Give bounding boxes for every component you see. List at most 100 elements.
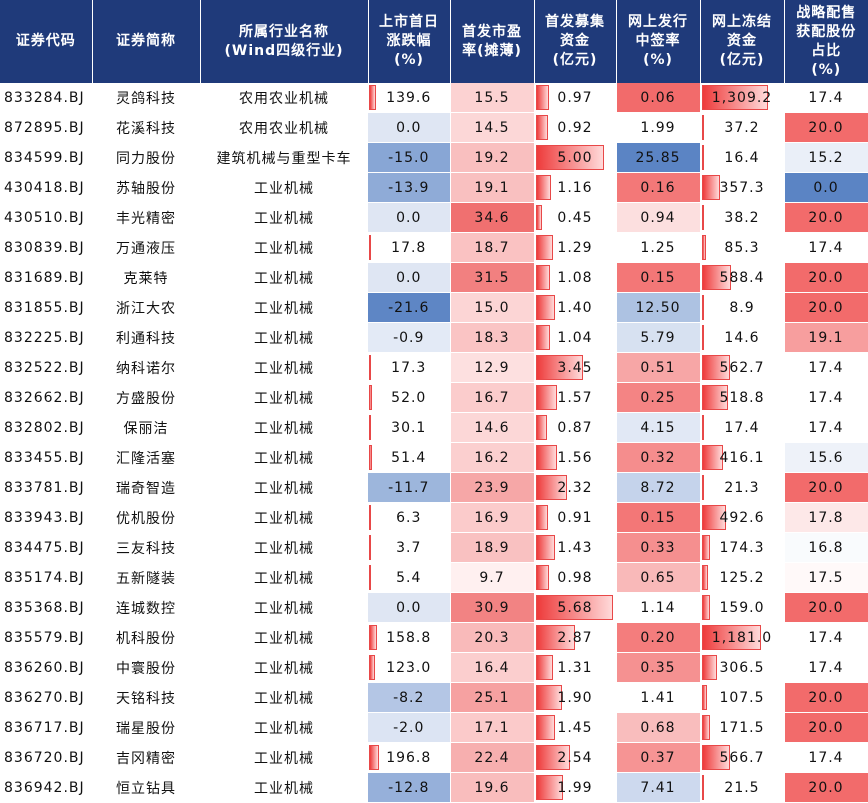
header-line: 首发市盈 (451, 23, 534, 42)
cell-win-rate-value: 0.68 (640, 720, 675, 736)
header-line: 中签率 (617, 32, 700, 51)
header-line: (亿元) (701, 51, 784, 70)
cell-win-rate: 25.85 (616, 143, 700, 173)
cell-pe-value: 19.2 (474, 150, 509, 166)
header-pe[interactable]: 首发市盈率(摊薄) (450, 0, 534, 83)
cell-strategic: 15.6 (784, 443, 868, 473)
cell-first-day: 0.0 (368, 593, 450, 623)
cell-frozen-value: 17.4 (701, 420, 784, 436)
header-industry[interactable]: 所属行业名称(Wind四级行业) (200, 0, 368, 83)
cell-name: 浙江大农 (92, 293, 200, 323)
cell-raised-value: 1.57 (535, 390, 616, 406)
cell-first-day: 51.4 (368, 443, 450, 473)
cell-strategic: 20.0 (784, 473, 868, 503)
header-raised[interactable]: 首发募集资金(亿元) (534, 0, 616, 83)
cell-win-rate: 5.79 (616, 323, 700, 353)
cell-first-day-value: -8.2 (368, 690, 450, 706)
cell-strategic-value: 20.0 (808, 600, 843, 616)
header-code[interactable]: 证券代码 (0, 0, 92, 83)
cell-raised: 1.31 (534, 653, 616, 683)
cell-code: 430510.BJ (0, 203, 92, 233)
cell-frozen-value: 107.5 (701, 690, 784, 706)
header-win-rate[interactable]: 网上发行中签率(%) (616, 0, 700, 83)
header-line: (Wind四级行业) (201, 42, 368, 61)
cell-name: 利通科技 (92, 323, 200, 353)
cell-first-day-value: -11.7 (368, 480, 450, 496)
cell-first-day: -21.6 (368, 293, 450, 323)
cell-pe-value: 12.9 (474, 360, 509, 376)
header-name[interactable]: 证券简称 (92, 0, 200, 83)
cell-frozen: 1,309.2 (700, 83, 784, 113)
header-frozen[interactable]: 网上冻结资金(亿元) (700, 0, 784, 83)
header-line: (%) (369, 51, 450, 70)
cell-industry: 工业机械 (200, 233, 368, 263)
header-strategic[interactable]: 战略配售获配股份占比(%) (784, 0, 868, 83)
cell-code: 430418.BJ (0, 173, 92, 203)
cell-first-day: 5.4 (368, 563, 450, 593)
cell-pe: 19.2 (450, 143, 534, 173)
cell-win-rate-value: 0.20 (640, 630, 675, 646)
cell-frozen-value: 21.3 (701, 480, 784, 496)
cell-strategic-value: 15.2 (808, 150, 843, 166)
cell-win-rate-value: 0.33 (640, 540, 675, 556)
cell-pe-value: 16.7 (474, 390, 509, 406)
cell-win-rate-value: 0.37 (640, 750, 675, 766)
cell-pe: 14.5 (450, 113, 534, 143)
header-line: 上市首日 (369, 13, 450, 32)
cell-name: 方盛股份 (92, 383, 200, 413)
cell-strategic: 20.0 (784, 593, 868, 623)
cell-name: 汇隆活塞 (92, 443, 200, 473)
cell-strategic: 17.4 (784, 623, 868, 653)
cell-win-rate: 0.06 (616, 83, 700, 113)
header-first-day[interactable]: 上市首日涨跌幅(%) (368, 0, 450, 83)
cell-first-day: 17.3 (368, 353, 450, 383)
cell-raised: 1.43 (534, 533, 616, 563)
cell-code: 830839.BJ (0, 233, 92, 263)
cell-pe: 12.9 (450, 353, 534, 383)
cell-raised: 2.87 (534, 623, 616, 653)
cell-raised: 3.45 (534, 353, 616, 383)
cell-win-rate: 0.15 (616, 263, 700, 293)
cell-strategic: 20.0 (784, 203, 868, 233)
cell-first-day-value: 3.7 (368, 540, 450, 556)
cell-raised: 1.99 (534, 773, 616, 803)
cell-strategic: 16.8 (784, 533, 868, 563)
cell-first-day-value: 30.1 (368, 420, 450, 436)
cell-win-rate: 0.15 (616, 503, 700, 533)
cell-code: 832522.BJ (0, 353, 92, 383)
cell-raised: 1.56 (534, 443, 616, 473)
cell-strategic: 20.0 (784, 773, 868, 803)
cell-strategic: 17.4 (784, 413, 868, 443)
cell-strategic-value: 0.0 (813, 180, 838, 196)
cell-frozen: 566.7 (700, 743, 784, 773)
cell-win-rate: 0.68 (616, 713, 700, 743)
cell-first-day-value: -0.9 (368, 330, 450, 346)
cell-name: 苏轴股份 (92, 173, 200, 203)
cell-pe-value: 20.3 (474, 630, 509, 646)
cell-raised-value: 1.04 (535, 330, 616, 346)
